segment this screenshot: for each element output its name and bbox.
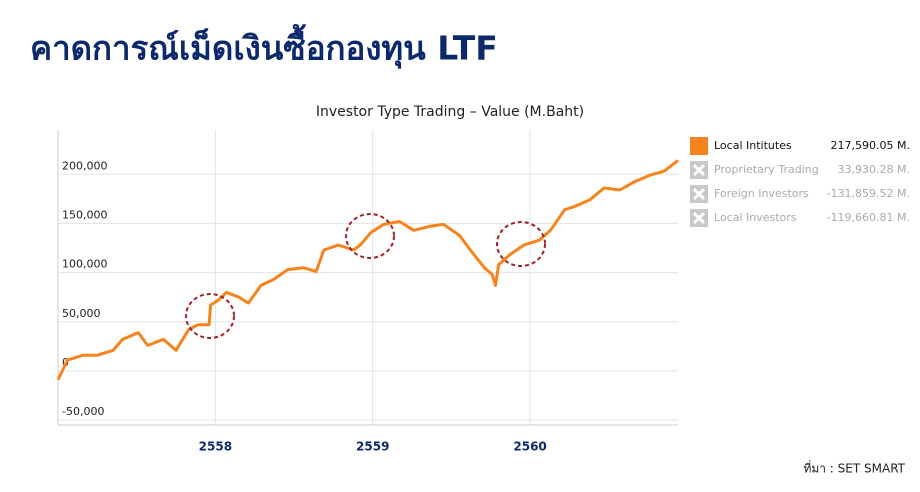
x-tick-label: 2560: [513, 440, 546, 454]
legend-cross: [692, 163, 706, 177]
legend-label: Proprietary Trading: [714, 163, 819, 176]
x-tick-label: 2558: [199, 440, 232, 454]
y-tick-label: 50,000: [62, 307, 101, 320]
legend-label: Local Investors: [714, 211, 797, 224]
legend-swatch: [690, 137, 708, 155]
legend-value: -119,660.81 M.: [827, 211, 910, 224]
legend-cross: [692, 187, 706, 201]
annotations: [185, 213, 546, 339]
highlight-circle: [496, 221, 546, 267]
y-tick-label: 200,000: [62, 159, 108, 172]
highlight-circle: [185, 293, 235, 339]
y-tick-label: 100,000: [62, 258, 108, 271]
y-tick-label: 150,000: [62, 208, 108, 221]
legend-label: Foreign Investors: [714, 187, 809, 200]
legend-value: -131,859.52 M.: [827, 187, 910, 200]
legend-value: 217,590.05 M.: [831, 139, 910, 152]
x-tick-label: 2559: [356, 440, 389, 454]
chart-title: Investor Type Trading – Value (M.Baht): [316, 104, 584, 120]
source: ที่มา : SET SMART: [803, 460, 905, 476]
y-tick-label: -50,000: [62, 405, 104, 418]
data-line: [56, 159, 679, 381]
legend-value: 33,930.28 M.: [838, 163, 910, 176]
slide-title: คาดการณ์เม็ดเงินซื้อกองทุน LTF: [30, 24, 498, 70]
legend-label: Local Intitutes: [714, 139, 792, 152]
highlight-circle: [345, 213, 395, 259]
legend-cross: [692, 211, 706, 225]
